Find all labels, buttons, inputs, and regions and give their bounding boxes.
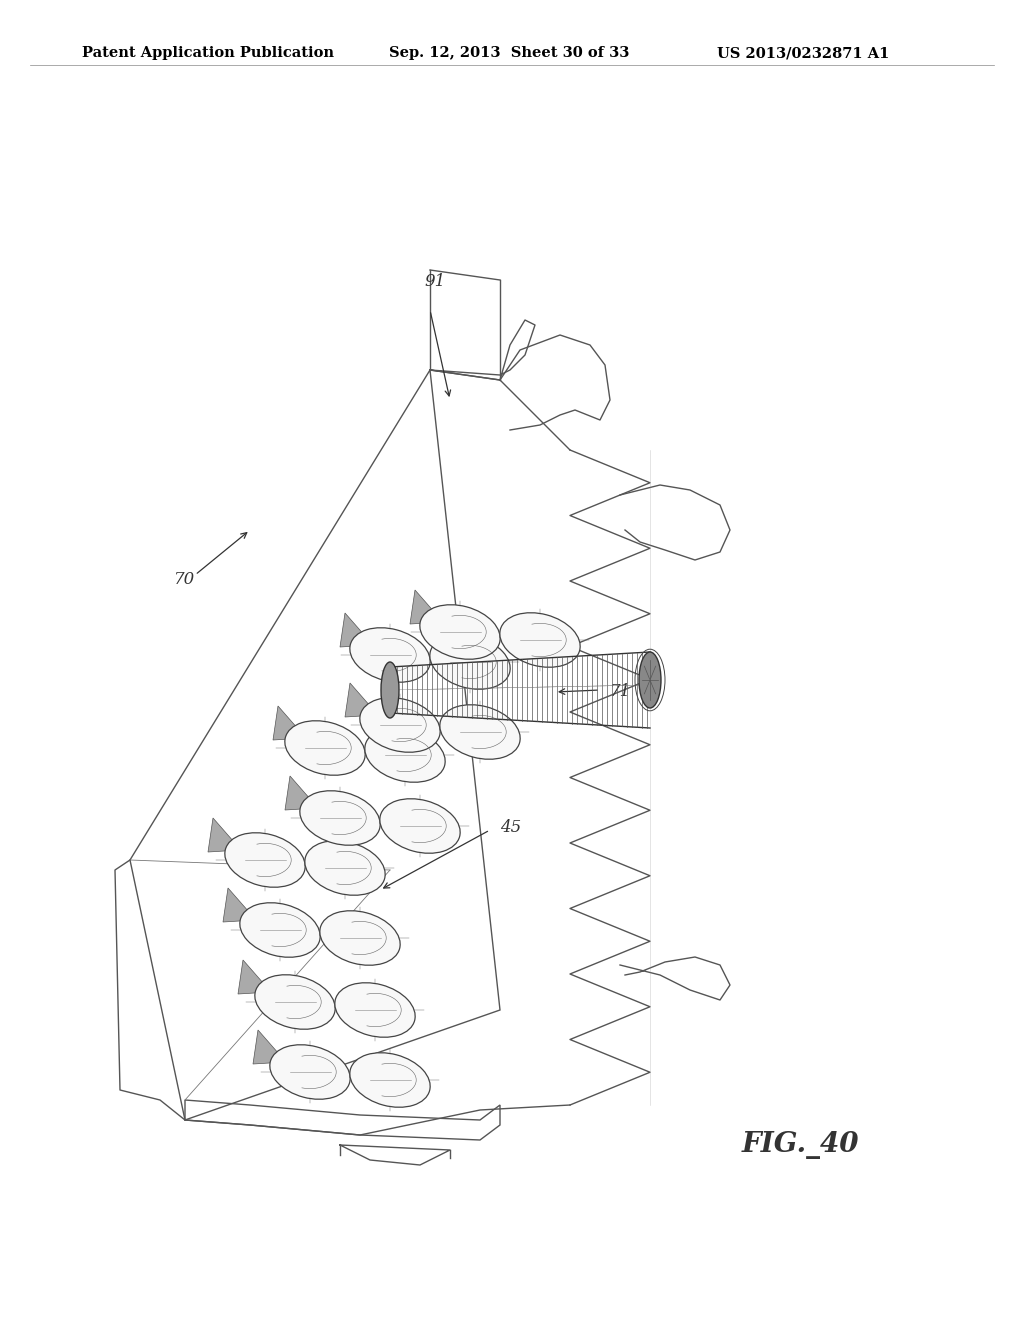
Ellipse shape (380, 799, 460, 853)
Ellipse shape (500, 612, 581, 668)
Polygon shape (253, 1030, 286, 1064)
Ellipse shape (440, 705, 520, 759)
Ellipse shape (359, 698, 440, 752)
Ellipse shape (270, 1044, 350, 1100)
Ellipse shape (255, 974, 335, 1030)
Text: Sep. 12, 2013  Sheet 30 of 33: Sep. 12, 2013 Sheet 30 of 33 (389, 46, 630, 61)
Polygon shape (345, 682, 378, 717)
Polygon shape (238, 960, 271, 994)
Text: 91: 91 (424, 273, 445, 290)
Ellipse shape (365, 727, 445, 783)
Ellipse shape (285, 721, 366, 775)
Polygon shape (340, 612, 373, 647)
Text: 70: 70 (174, 572, 196, 589)
Polygon shape (273, 706, 306, 741)
Ellipse shape (300, 791, 380, 845)
Text: 71: 71 (610, 684, 631, 701)
Polygon shape (285, 776, 318, 810)
Text: FIG._40: FIG._40 (741, 1131, 859, 1159)
Ellipse shape (335, 982, 415, 1038)
Ellipse shape (639, 652, 662, 708)
Ellipse shape (319, 911, 400, 965)
Ellipse shape (225, 833, 305, 887)
Text: US 2013/0232871 A1: US 2013/0232871 A1 (717, 46, 889, 61)
Ellipse shape (240, 903, 321, 957)
Ellipse shape (350, 1053, 430, 1107)
Ellipse shape (420, 605, 500, 659)
Ellipse shape (430, 635, 510, 689)
Polygon shape (208, 818, 241, 851)
Ellipse shape (305, 841, 385, 895)
Polygon shape (410, 590, 443, 624)
Text: 45: 45 (500, 820, 521, 837)
Text: Patent Application Publication: Patent Application Publication (82, 46, 334, 61)
Polygon shape (223, 888, 256, 921)
Ellipse shape (381, 663, 399, 718)
Ellipse shape (350, 628, 430, 682)
